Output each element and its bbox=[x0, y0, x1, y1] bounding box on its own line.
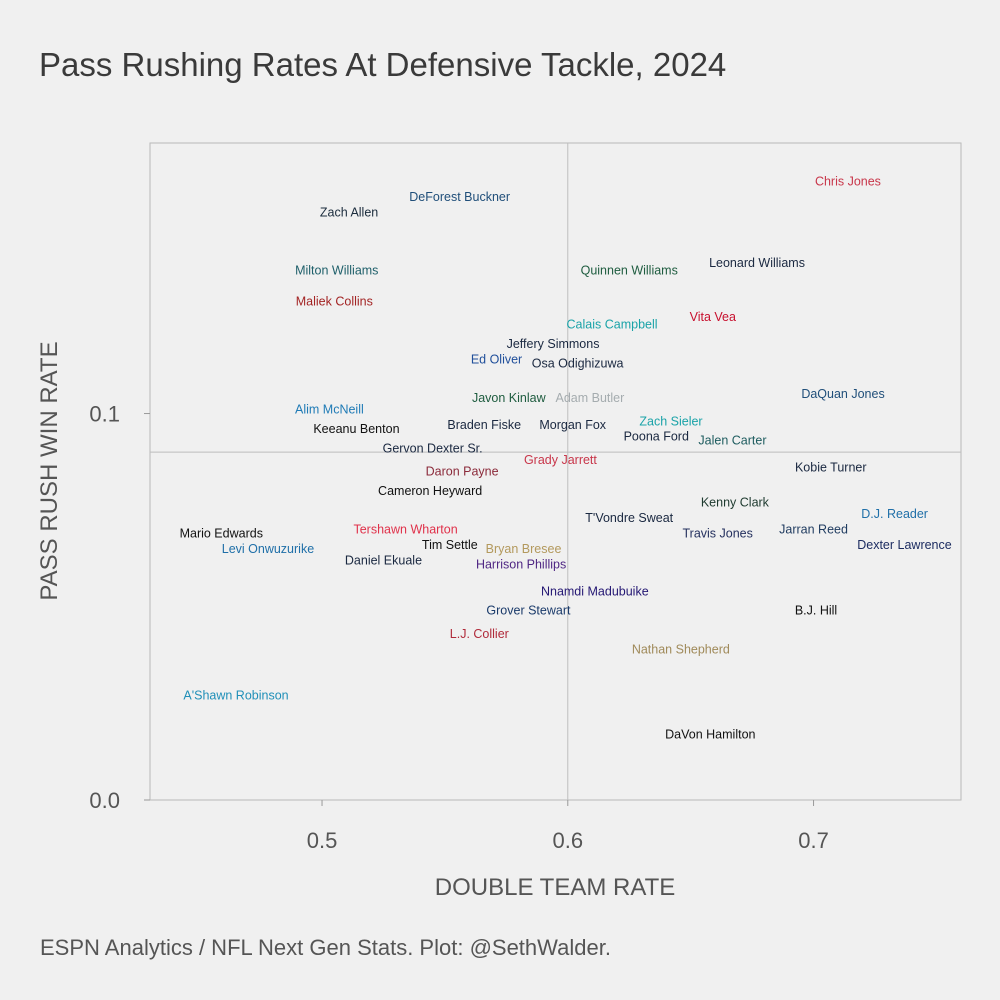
player-label: Zach Allen bbox=[320, 206, 378, 220]
player-label: Chris Jones bbox=[815, 175, 881, 189]
player-label: Poona Ford bbox=[624, 430, 689, 444]
player-label: Tershawn Wharton bbox=[353, 522, 457, 536]
player-label: Jarran Reed bbox=[779, 522, 848, 536]
player-label: Jalen Carter bbox=[698, 434, 766, 448]
player-label: Alim McNeill bbox=[295, 403, 364, 417]
player-label: DeForest Buckner bbox=[409, 190, 510, 204]
x-tick-label: 0.7 bbox=[798, 828, 829, 853]
player-label: Bryan Bresee bbox=[486, 542, 562, 556]
player-label: Adam Butler bbox=[556, 391, 625, 405]
player-label: Daniel Ekuale bbox=[345, 553, 422, 567]
x-tick-label: 0.6 bbox=[552, 828, 583, 853]
player-label: Mario Edwards bbox=[180, 526, 263, 540]
player-label: Dexter Lawrence bbox=[857, 538, 952, 552]
player-label: Morgan Fox bbox=[539, 418, 606, 432]
axis-ticks: 0.5 0.6 0.7 0.0 0.1 bbox=[89, 402, 828, 853]
y-tick-label: 0.0 bbox=[89, 788, 120, 813]
player-label: Leonard Williams bbox=[709, 256, 805, 270]
player-label: Harrison Phillips bbox=[476, 557, 566, 571]
player-label: Tim Settle bbox=[422, 538, 478, 552]
reference-lines bbox=[150, 143, 961, 800]
player-label: Ed Oliver bbox=[471, 352, 522, 366]
player-label: DaVon Hamilton bbox=[665, 727, 755, 741]
player-label: B.J. Hill bbox=[795, 604, 837, 618]
x-tick-label: 0.5 bbox=[307, 828, 338, 853]
player-label: Daron Payne bbox=[426, 465, 499, 479]
player-label: Kenny Clark bbox=[701, 495, 770, 509]
plot-panel bbox=[149, 142, 962, 801]
player-label: Vita Vea bbox=[690, 310, 736, 324]
player-label: Nathan Shepherd bbox=[632, 642, 730, 656]
chart-title: Pass Rushing Rates At Defensive Tackle, … bbox=[39, 46, 727, 83]
player-label: Javon Kinlaw bbox=[472, 391, 547, 405]
player-label: Nnamdi Madubuike bbox=[541, 584, 649, 598]
player-label: L.J. Collier bbox=[450, 627, 509, 641]
point-labels: Chris Jones DeForest Buckner Zach Allen Leo… bbox=[180, 175, 952, 742]
source-caption: ESPN Analytics / NFL Next Gen Stats. Plo… bbox=[40, 935, 611, 960]
player-label: Osa Odighizuwa bbox=[532, 356, 624, 370]
player-label: Cameron Heyward bbox=[378, 484, 482, 498]
player-label: Jeffery Simmons bbox=[507, 337, 600, 351]
player-label: Zach Sieler bbox=[639, 414, 702, 428]
player-label: Calais Campbell bbox=[567, 318, 658, 332]
player-label: Gervon Dexter Sr. bbox=[383, 441, 483, 455]
y-tick-label: 0.1 bbox=[89, 402, 120, 427]
y-axis-title: PASS RUSH WIN RATE bbox=[36, 341, 63, 600]
player-label: T'Vondre Sweat bbox=[585, 511, 673, 525]
player-label: Braden Fiske bbox=[447, 418, 521, 432]
player-label: Maliek Collins bbox=[296, 294, 373, 308]
player-label: Travis Jones bbox=[682, 526, 752, 540]
player-label: Grady Jarrett bbox=[524, 453, 597, 467]
player-label: Milton Williams bbox=[295, 264, 378, 278]
player-label: Levi Onwuzurike bbox=[222, 542, 314, 556]
player-label: Quinnen Williams bbox=[581, 264, 678, 278]
player-label: Kobie Turner bbox=[795, 461, 867, 475]
player-label: DaQuan Jones bbox=[801, 387, 884, 401]
player-label: Keeanu Benton bbox=[313, 422, 399, 436]
player-label: Grover Stewart bbox=[486, 604, 571, 618]
player-label: A'Shawn Robinson bbox=[183, 689, 288, 703]
player-label: D.J. Reader bbox=[861, 507, 928, 521]
x-axis-title: DOUBLE TEAM RATE bbox=[435, 874, 676, 901]
